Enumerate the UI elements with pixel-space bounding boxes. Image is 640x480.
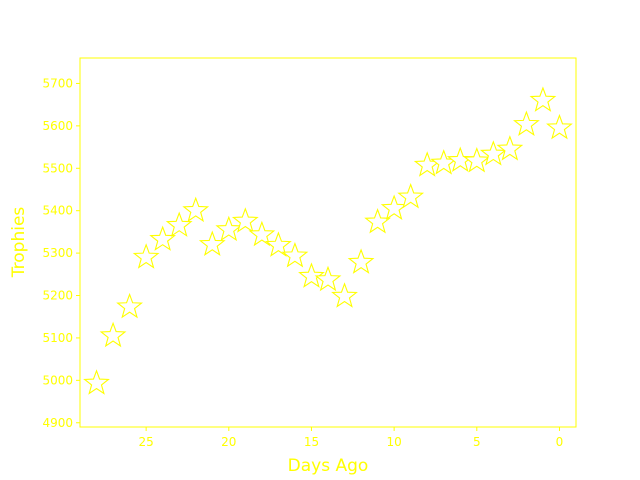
star-marker-point bbox=[512, 110, 540, 136]
star-marker-point bbox=[546, 113, 573, 140]
star-marker-point bbox=[182, 196, 210, 223]
y-tick-label: 5600 bbox=[42, 119, 73, 133]
x-axis-label: Days Ago bbox=[288, 456, 369, 476]
plot-area-frame bbox=[79, 57, 577, 428]
star-marker-point bbox=[83, 369, 110, 395]
star-marker-point bbox=[463, 146, 491, 173]
star-marker-point bbox=[496, 135, 524, 161]
y-tick-label: 5500 bbox=[42, 161, 73, 175]
star-marker-point bbox=[413, 151, 441, 177]
y-tick-label: 5300 bbox=[42, 246, 73, 260]
y-tick-label: 4900 bbox=[42, 416, 73, 430]
x-tick-label: 15 bbox=[304, 435, 319, 449]
star-marker-point bbox=[116, 292, 144, 319]
star-marker-point bbox=[347, 248, 375, 274]
star-marker-point bbox=[132, 243, 160, 269]
x-tick-label: 0 bbox=[556, 435, 564, 449]
star-marker-point bbox=[264, 231, 292, 257]
x-axis-ticks: 25 20 15 10 5 0 bbox=[138, 427, 563, 449]
star-marker-point bbox=[215, 215, 243, 242]
y-axis-label: Trophies bbox=[9, 207, 29, 279]
star-marker-point bbox=[149, 225, 177, 251]
star-marker-point bbox=[314, 265, 342, 292]
star-marker-point bbox=[99, 321, 127, 348]
star-marker-point bbox=[198, 230, 226, 257]
y-tick-label: 5100 bbox=[42, 331, 73, 345]
star-marker-point bbox=[231, 207, 259, 233]
y-tick-label: 5700 bbox=[42, 76, 73, 90]
star-marker-point bbox=[529, 86, 557, 112]
y-tick-label: 5200 bbox=[42, 289, 73, 303]
star-marker-point bbox=[479, 140, 507, 166]
y-axis-ticks: 4900 5000 5100 5200 5300 5400 5500 5600 5700 bbox=[42, 76, 80, 430]
star-marker-point bbox=[397, 183, 425, 209]
y-tick-label: 5000 bbox=[42, 373, 73, 387]
data-points bbox=[83, 86, 573, 395]
star-marker-point bbox=[248, 220, 276, 247]
y-tick-label: 5400 bbox=[42, 204, 73, 218]
x-tick-label: 25 bbox=[138, 435, 153, 449]
star-marker-point bbox=[430, 149, 458, 175]
star-marker-point bbox=[281, 241, 309, 268]
x-tick-label: 20 bbox=[221, 435, 236, 449]
x-tick-label: 5 bbox=[473, 435, 481, 449]
star-marker-point bbox=[165, 211, 193, 237]
star-marker-point bbox=[298, 262, 325, 288]
x-tick-label: 10 bbox=[386, 435, 401, 449]
star-marker-point bbox=[380, 194, 408, 220]
star-marker-point bbox=[331, 282, 358, 308]
star-marker-point bbox=[364, 208, 392, 234]
